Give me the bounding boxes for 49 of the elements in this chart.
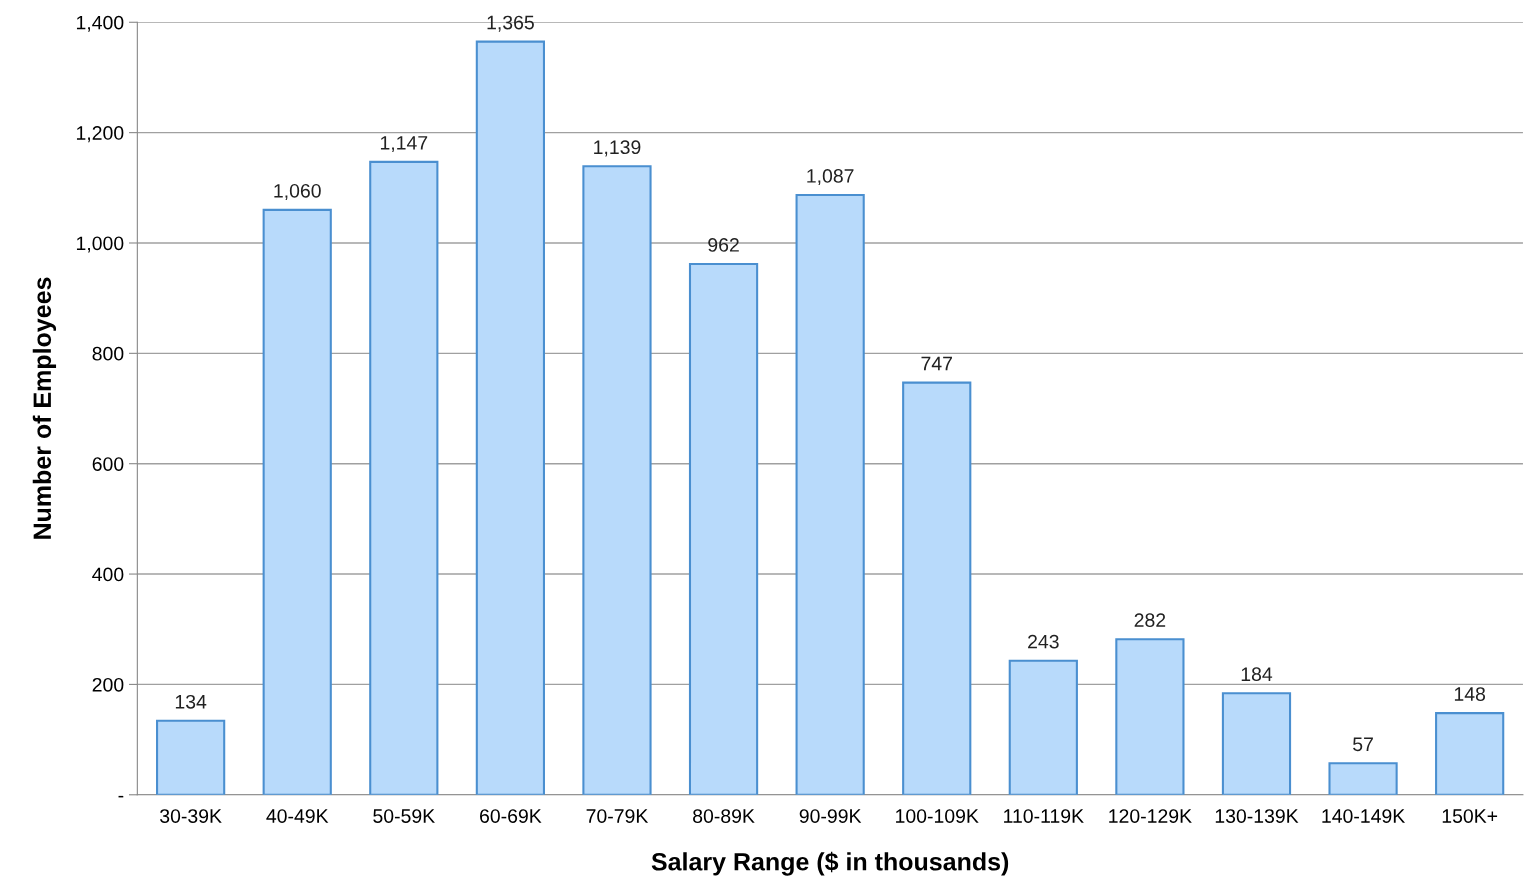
data-label: 1,147 xyxy=(380,136,428,152)
y-tick-label: 1,400 xyxy=(76,15,124,32)
y-tick-label: 1,000 xyxy=(76,236,124,253)
x-tick-label: 40-49K xyxy=(266,809,329,823)
bar xyxy=(262,208,332,795)
x-axis-title: Salary Range ($ in thousands) xyxy=(651,851,1009,876)
bar xyxy=(795,193,865,795)
x-tick-label: 120-129K xyxy=(1109,809,1192,823)
data-label: 1,139 xyxy=(594,140,641,157)
bar xyxy=(1115,638,1185,795)
data-label: 184 xyxy=(1241,667,1273,682)
x-tick-label: 50-59K xyxy=(373,809,435,823)
bar xyxy=(1008,659,1078,795)
y-tick-label: - xyxy=(118,795,124,798)
y-tick-label: 1,200 xyxy=(76,126,124,143)
x-tick-label: 140-149K xyxy=(1322,809,1406,823)
x-tick-label: 150K+ xyxy=(1442,809,1498,823)
bar xyxy=(902,381,972,795)
bar xyxy=(1435,712,1505,795)
x-tick-label: 110-119K xyxy=(1004,809,1084,823)
y-tick-label: 200 xyxy=(92,677,124,692)
x-tick-label: 80-89K xyxy=(693,809,755,823)
bar xyxy=(475,40,545,795)
x-tick-label: 90-99K xyxy=(799,809,862,823)
data-label: 134 xyxy=(175,694,207,709)
x-tick-label: 100-109K xyxy=(896,809,979,823)
bar xyxy=(156,719,226,795)
data-label: 282 xyxy=(1134,613,1166,627)
data-label: 148 xyxy=(1454,687,1486,701)
data-label: 1,060 xyxy=(274,183,321,200)
data-label: 962 xyxy=(708,238,739,252)
data-label: 243 xyxy=(1028,634,1059,649)
data-label: 57 xyxy=(1353,737,1373,752)
data-label: 1,365 xyxy=(487,15,534,32)
bar xyxy=(1221,692,1292,795)
x-tick-label: 30-39K xyxy=(160,809,222,823)
bar xyxy=(582,165,652,795)
y-tick-label: 800 xyxy=(92,346,124,361)
bar xyxy=(688,262,759,795)
data-label: 1,087 xyxy=(807,169,854,186)
y-axis-title: Number of Employees xyxy=(32,277,57,539)
x-tick-label: 60-69K xyxy=(480,809,542,823)
bar xyxy=(1328,762,1398,795)
y-tick-label: 400 xyxy=(92,567,124,582)
bar xyxy=(369,160,439,795)
data-label: 747 xyxy=(921,356,952,371)
x-tick-label: 70-79K xyxy=(586,809,649,823)
x-tick-label: 130-139K xyxy=(1215,809,1299,823)
y-tick-label: 600 xyxy=(92,457,124,471)
